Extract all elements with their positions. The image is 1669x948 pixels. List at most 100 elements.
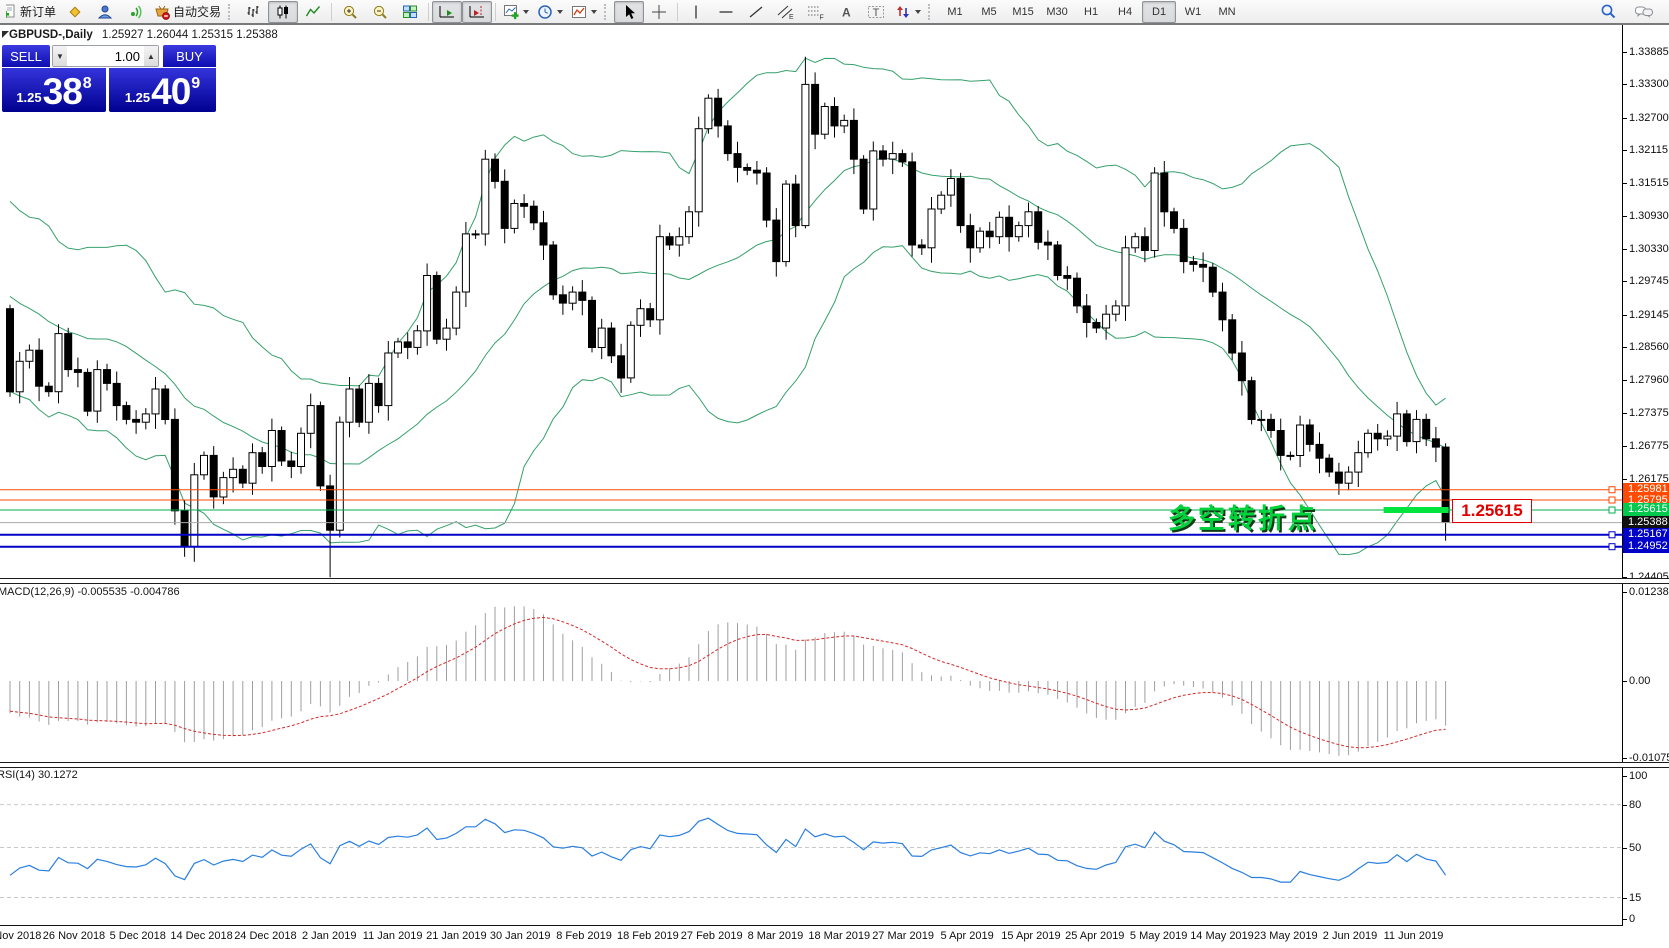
market-watch-button[interactable]: [60, 1, 90, 23]
rsi-panel[interactable]: [0, 766, 1622, 924]
rsi-line[interactable]: [9, 817, 1447, 883]
rsi-tick: 100: [1623, 770, 1669, 783]
zoom-out-icon: [373, 5, 387, 19]
channel-button[interactable]: E: [771, 1, 801, 23]
timeframe-m15[interactable]: M15: [1012, 5, 1034, 18]
line-handle[interactable]: [1608, 486, 1616, 494]
bollinger-lower-band[interactable]: [9, 245, 1447, 556]
toolbar-right: [1593, 1, 1667, 23]
macd-histogram[interactable]: [9, 606, 1447, 756]
price-label: 1.24952: [1623, 540, 1669, 554]
timeframe-d1[interactable]: D1: [1142, 0, 1177, 23]
bar-chart-button[interactable]: [238, 1, 268, 23]
price-tick: 1.31515: [1623, 177, 1669, 190]
volume-decrease-button[interactable]: ▼: [53, 46, 67, 66]
rsi-label: RSI(14) 30.1272: [0, 769, 78, 781]
timeframe-m5[interactable]: M5: [981, 5, 997, 18]
zoom-in-button[interactable]: [335, 1, 365, 23]
crosshair-button[interactable]: [644, 1, 674, 23]
rsi-tick: 0: [1623, 913, 1669, 926]
volume-increase-button[interactable]: ▲: [144, 46, 158, 66]
search-icon: [1601, 4, 1615, 19]
sell-price-display[interactable]: 1.25 38 8: [2, 68, 106, 112]
macd-tick: 0.00: [1623, 675, 1669, 688]
buy-price-display[interactable]: 1.25 40 9: [109, 68, 216, 112]
horizontal-line-button[interactable]: [711, 1, 741, 23]
tile-windows-button[interactable]: [395, 1, 425, 23]
indicators-button[interactable]: [499, 1, 533, 23]
macd-label: MACD(12,26,9) -0.005535 -0.004786: [0, 586, 180, 598]
line-handle[interactable]: [1608, 543, 1616, 551]
cursor-button[interactable]: [614, 0, 645, 23]
date-label: 15 Nov 2018: [0, 930, 42, 942]
accounts-button[interactable]: [90, 1, 120, 23]
timeframe-m30[interactable]: M30: [1046, 5, 1068, 18]
toolbar-separator: [331, 2, 333, 21]
macd-panel[interactable]: [0, 582, 1622, 760]
timeframe-w1[interactable]: W1: [1184, 5, 1202, 18]
new-order-button[interactable]: 新订单: [2, 1, 60, 23]
line-handle[interactable]: [1608, 496, 1616, 504]
line-handle[interactable]: [1608, 531, 1616, 539]
search-button[interactable]: [1593, 1, 1623, 23]
equidistant-channel-icon: E: [777, 5, 794, 20]
fibonacci-button[interactable]: F: [801, 1, 831, 23]
price-label: 1.25388: [1623, 516, 1669, 530]
signals-button[interactable]: [120, 1, 150, 23]
new-order-label: 新订单: [20, 5, 57, 19]
auto-trading-label: 自动交易: [173, 5, 222, 19]
line-handle[interactable]: [1608, 506, 1616, 514]
date-label: 14 Dec 2018: [170, 930, 233, 942]
timeframe-h4[interactable]: H4: [1118, 5, 1133, 18]
date-label: 24 Dec 2018: [234, 930, 297, 942]
text-button[interactable]: A: [831, 1, 861, 23]
arrows-button[interactable]: [891, 1, 925, 23]
sell-button[interactable]: SELL: [2, 45, 50, 67]
line-chart-button[interactable]: [298, 1, 328, 23]
price-callout[interactable]: 1.25615: [1452, 499, 1532, 523]
zoom-out-button[interactable]: [365, 1, 395, 23]
price-label: 1.25615: [1623, 503, 1669, 517]
bollinger-middle-band[interactable]: [9, 157, 1446, 465]
highlight-bar[interactable]: [1383, 507, 1449, 513]
date-label: 25 Apr 2019: [1065, 930, 1125, 942]
trendline-button[interactable]: [741, 1, 771, 23]
main-chart[interactable]: [0, 25, 1622, 578]
date-label: 8 Feb 2019: [556, 930, 612, 942]
panel-separator[interactable]: [0, 762, 1669, 768]
auto-trading-button[interactable]: 自动交易: [150, 1, 225, 23]
text-label-icon: T: [868, 5, 885, 19]
periods-button[interactable]: [533, 1, 567, 23]
svg-text:E: E: [789, 14, 794, 20]
price-tick: 1.29745: [1623, 275, 1669, 288]
text-label-button[interactable]: T: [861, 1, 891, 23]
macd-tick: 0.01238: [1623, 586, 1669, 599]
templates-button[interactable]: [567, 1, 601, 23]
chat-button[interactable]: [1629, 1, 1659, 23]
price-tick: 1.29145: [1623, 309, 1669, 322]
rsi-tick: 50: [1623, 842, 1669, 855]
bollinger-upper-band[interactable]: [9, 57, 1446, 406]
volume-input[interactable]: [67, 46, 144, 66]
dropdown-caret: [523, 9, 530, 14]
price-axis[interactable]: 1.33885 1.33300 1.32700 1.32115 1.31515 1.309…: [1623, 25, 1669, 926]
toolbar-grip: [604, 3, 610, 20]
timeframe-h1[interactable]: H1: [1084, 5, 1099, 18]
auto-trading-icon: [155, 5, 170, 20]
macd-signal-line[interactable]: [9, 616, 1446, 749]
date-label: 5 Apr 2019: [940, 930, 994, 942]
vertical-line-button[interactable]: [681, 1, 711, 23]
timeframe-m1[interactable]: M1: [947, 5, 963, 18]
chart-shift-button[interactable]: [462, 0, 493, 23]
timeframe-mn[interactable]: MN: [1218, 5, 1236, 18]
candles[interactable]: [6, 56, 1450, 578]
buy-button[interactable]: BUY: [163, 45, 216, 67]
annotation-text[interactable]: 多空转折点: [1168, 504, 1318, 534]
candlestick-chart-button[interactable]: [268, 0, 299, 23]
panel-separator[interactable]: [0, 578, 1669, 584]
auto-scroll-button[interactable]: [432, 0, 463, 23]
toolbar-grip: [228, 3, 234, 20]
toolbar-separator: [495, 2, 497, 21]
price-label: 1.25981: [1623, 483, 1669, 497]
